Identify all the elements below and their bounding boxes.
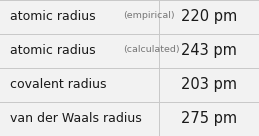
Text: covalent radius: covalent radius	[10, 78, 107, 92]
Text: 203 pm: 203 pm	[181, 78, 237, 92]
Text: atomic radius: atomic radius	[10, 44, 96, 58]
Text: (calculated): (calculated)	[124, 45, 180, 54]
Text: 275 pm: 275 pm	[181, 112, 237, 126]
Text: (empirical): (empirical)	[124, 11, 175, 20]
Text: van der Waals radius: van der Waals radius	[10, 112, 142, 126]
Text: 220 pm: 220 pm	[181, 10, 237, 24]
Text: 243 pm: 243 pm	[181, 44, 237, 58]
Text: atomic radius: atomic radius	[10, 10, 96, 24]
